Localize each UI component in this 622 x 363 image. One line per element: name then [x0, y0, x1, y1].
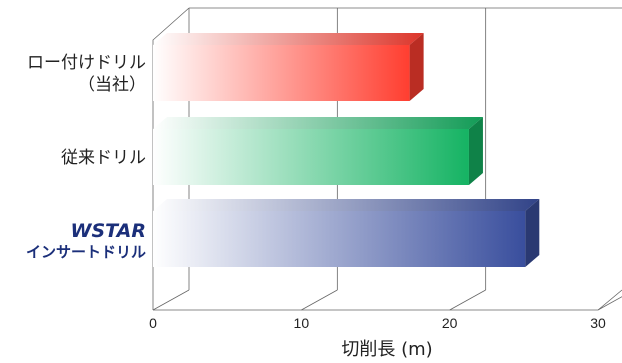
frame-floor-back — [152, 289, 190, 311]
bar-end-face — [409, 33, 424, 101]
bar — [153, 45, 410, 101]
bar-group — [153, 199, 540, 267]
bar — [153, 129, 469, 185]
category-label-brand: WSTAR — [71, 220, 146, 242]
bar-top-face — [153, 199, 540, 211]
bar-group — [153, 33, 424, 101]
frame-floor — [153, 289, 622, 311]
category-label-sub: インサートドリル — [26, 243, 146, 261]
category-label: ロー付けドリル — [27, 53, 146, 73]
bar-top-face — [153, 33, 424, 45]
x-tick-labels: 0 10 20 30 — [149, 315, 606, 331]
bar-group — [153, 117, 483, 185]
gridline-floor-10 — [301, 289, 338, 311]
category-label: 従来ドリル — [61, 148, 146, 168]
x-tick-label: 20 — [442, 315, 458, 331]
gridline-floor-20 — [449, 289, 486, 311]
x-tick-label: 0 — [149, 315, 157, 331]
bar-end-face — [468, 117, 483, 185]
x-tick-label: 10 — [294, 315, 310, 331]
bar-end-face — [525, 199, 540, 267]
x-tick-label: 30 — [590, 315, 606, 331]
bar-top-face — [153, 117, 483, 129]
bar — [153, 211, 526, 267]
bars — [153, 33, 540, 267]
x-axis-label: 切削長 (m) — [341, 339, 432, 360]
gridline-floor-30 — [597, 296, 622, 311]
category-label-sub: （当社） — [78, 75, 146, 95]
